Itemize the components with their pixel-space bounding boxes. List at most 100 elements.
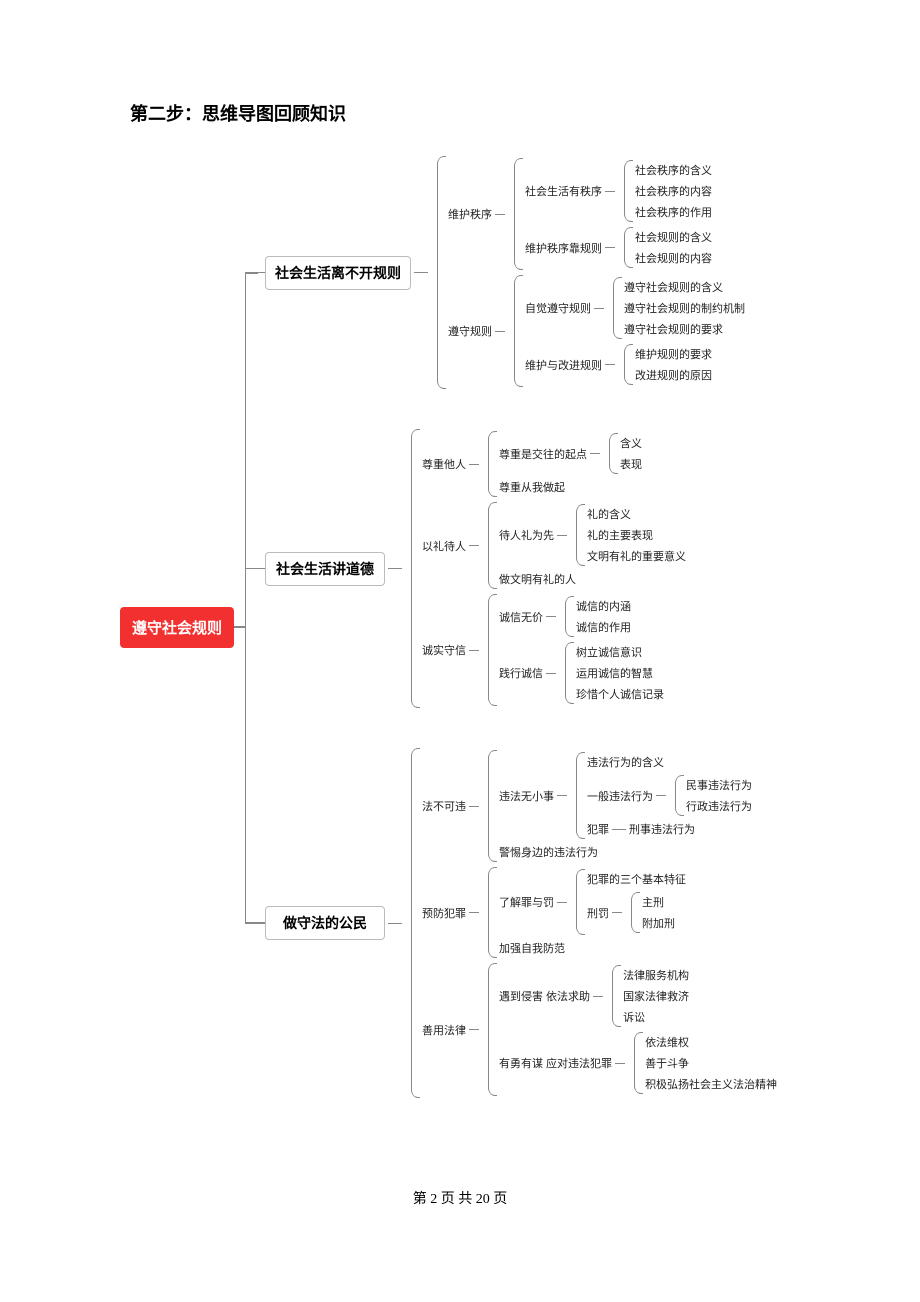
mindmap-node: 善于斗争 bbox=[645, 1055, 777, 1071]
node-label: 诉讼 bbox=[623, 1009, 645, 1025]
mindmap-node: 民事违法行为 bbox=[686, 777, 752, 793]
footer-text: 第 2 页 共 20 页 bbox=[413, 1192, 508, 1207]
mindmap-node: 社会秩序的内容 bbox=[635, 183, 712, 199]
mindmap-node: 尊重从我做起 bbox=[499, 479, 642, 495]
mindmap-node: 善用法律 遇到侵害 依法求助法律服务机构国家法律救济诉讼有勇有谋 应对违法犯罪 依法… bbox=[422, 963, 777, 1096]
mindmap-node: 诚信的内涵 bbox=[576, 598, 631, 614]
node-label: 主刑 bbox=[642, 894, 664, 910]
mindmap-node: 犯罪 刑事违法行为 bbox=[587, 821, 752, 837]
mindmap-branch: 社会生活讲道德尊重他人尊重是交往的起点含义表现尊重从我做起以礼待人待人礼为先礼的… bbox=[265, 429, 820, 708]
mindmap-node: 维护秩序靠规则社会规则的含义社会规则的内容 bbox=[525, 227, 712, 268]
mindmap-node: 维护规则的要求 bbox=[635, 346, 712, 362]
node-label: 运用诚信的智慧 bbox=[576, 665, 653, 681]
mindmap-node: 犯罪的三个基本特征 bbox=[587, 871, 686, 887]
page-footer: 第 2 页 共 20 页 bbox=[130, 1188, 790, 1208]
bracket-group: 维护秩序社会生活有秩序社会秩序的含义社会秩序的内容社会秩序的作用维护秩序靠规则社… bbox=[437, 156, 745, 389]
bracket-group: 犯罪的三个基本特征刑罚 主刑附加刑 bbox=[576, 869, 686, 935]
node-label: 尊重他人 bbox=[422, 456, 466, 472]
mindmap-branch: 社会生活离不开规则维护秩序社会生活有秩序社会秩序的含义社会秩序的内容社会秩序的作… bbox=[265, 156, 820, 389]
document-page: 第二步：思维导图回顾知识 遵守社会规则 社会生活离不开规则维护秩序社会生活有秩序… bbox=[0, 0, 920, 1268]
mindmap: 遵守社会规则 社会生活离不开规则维护秩序社会生活有秩序社会秩序的含义社会秩序的内… bbox=[120, 156, 820, 1098]
mindmap-node: 社会生活有秩序社会秩序的含义社会秩序的内容社会秩序的作用 bbox=[525, 160, 712, 222]
node-label: 民事违法行为 bbox=[686, 777, 752, 793]
mindmap-node: 依法维权 bbox=[645, 1034, 777, 1050]
node-label: 维护规则的要求 bbox=[635, 346, 712, 362]
mindmap-branches: 社会生活离不开规则维护秩序社会生活有秩序社会秩序的含义社会秩序的内容社会秩序的作… bbox=[265, 156, 820, 1098]
bracket-group: 尊重他人尊重是交往的起点含义表现尊重从我做起以礼待人待人礼为先礼的含义礼的主要表… bbox=[411, 429, 686, 708]
node-label: 遵守社会规则的含义 bbox=[624, 279, 723, 295]
node-label: 违法无小事 bbox=[499, 788, 554, 804]
node-label: 有勇有谋 应对违法犯罪 bbox=[499, 1055, 612, 1071]
bracket-group: 了解罪与罚犯罪的三个基本特征刑罚主刑附加刑加强自我防范 bbox=[488, 867, 686, 958]
node-label: 警惕身边的违法行为 bbox=[499, 844, 598, 860]
node-label: 诚信无价 bbox=[499, 609, 543, 625]
mindmap-node: 社会秩序的作用 bbox=[635, 204, 712, 220]
node-label: 诚信的作用 bbox=[576, 619, 631, 635]
mindmap-node: 社会秩序的含义 bbox=[635, 162, 712, 178]
node-label: 遵守社会规则的制约机制 bbox=[624, 300, 745, 316]
bracket-group: 社会秩序的含义社会秩序的内容社会秩序的作用 bbox=[624, 160, 712, 222]
node-label: 改进规则的原因 bbox=[635, 367, 712, 383]
mindmap-node: 待人礼为先礼的含义礼的主要表现文明有礼的重要意义 bbox=[499, 504, 686, 566]
node-label: 待人礼为先 bbox=[499, 527, 554, 543]
mindmap-node: 礼的主要表现 bbox=[587, 527, 686, 543]
bracket-group: 待人礼为先礼的含义礼的主要表现文明有礼的重要意义做文明有礼的人 bbox=[488, 502, 686, 589]
mindmap-node: 主刑 bbox=[642, 894, 675, 910]
node-label: 违法行为的含义 bbox=[587, 754, 664, 770]
bracket-group: 法律服务机构国家法律救济诉讼 bbox=[612, 965, 689, 1027]
bracket-group: 树立诚信意识运用诚信的智慧珍惜个人诚信记录 bbox=[565, 642, 664, 704]
node-label: 诚信的内涵 bbox=[576, 598, 631, 614]
mindmap-node: 法律服务机构 bbox=[623, 967, 689, 983]
mindmap-node: 遇到侵害 依法求助法律服务机构国家法律救济诉讼 bbox=[499, 965, 777, 1027]
bracket-group: 礼的含义礼的主要表现文明有礼的重要意义 bbox=[576, 504, 686, 566]
node-label: 加强自我防范 bbox=[499, 940, 565, 956]
node-label: 维护秩序靠规则 bbox=[525, 240, 602, 256]
node-label: 文明有礼的重要意义 bbox=[587, 548, 686, 564]
mindmap-node: 遵守社会规则的含义 bbox=[624, 279, 745, 295]
mindmap-node: 做文明有礼的人 bbox=[499, 571, 686, 587]
node-label: 善于斗争 bbox=[645, 1055, 689, 1071]
node-label: 维护与改进规则 bbox=[525, 357, 602, 373]
bracket-group: 诚信无价诚信的内涵诚信的作用践行诚信树立诚信意识运用诚信的智慧珍惜个人诚信记录 bbox=[488, 594, 664, 706]
node-label: 犯罪 bbox=[587, 821, 609, 837]
mindmap-node: 诚信无价 诚信的内涵诚信的作用 bbox=[499, 596, 664, 637]
mindmap-node: 行政违法行为 bbox=[686, 798, 752, 814]
node-label: 社会秩序的作用 bbox=[635, 204, 712, 220]
mindmap-node: 树立诚信意识 bbox=[576, 644, 664, 660]
node-label: 国家法律救济 bbox=[623, 988, 689, 1004]
mindmap-node: 遵守社会规则的制约机制 bbox=[624, 300, 745, 316]
node-label: 刑事违法行为 bbox=[629, 821, 695, 837]
node-label: 善用法律 bbox=[422, 1022, 466, 1038]
bracket-group: 诚信的内涵诚信的作用 bbox=[565, 596, 631, 637]
mindmap-node: 维护秩序社会生活有秩序社会秩序的含义社会秩序的内容社会秩序的作用维护秩序靠规则社… bbox=[448, 158, 745, 270]
mindmap-node: 运用诚信的智慧 bbox=[576, 665, 664, 681]
node-label: 树立诚信意识 bbox=[576, 644, 642, 660]
node-label: 积极弘扬社会主义法治精神 bbox=[645, 1076, 777, 1092]
bracket-group: 违法无小事违法行为的含义一般违法行为民事违法行为行政违法行为犯罪刑事违法行为警惕… bbox=[488, 750, 752, 862]
mindmap-node: 预防犯罪了解罪与罚犯罪的三个基本特征刑罚主刑附加刑加强自我防范 bbox=[422, 867, 777, 958]
node-label: 自觉遵守规则 bbox=[525, 300, 591, 316]
mindmap-node: 附加刑 bbox=[642, 915, 675, 931]
branch-box: 做守法的公民 bbox=[265, 906, 385, 940]
mindmap-node: 违法无小事违法行为的含义一般违法行为民事违法行为行政违法行为犯罪刑事违法行为 bbox=[499, 752, 752, 839]
mindmap-node: 刑罚 主刑附加刑 bbox=[587, 892, 686, 933]
mindmap-node: 积极弘扬社会主义法治精神 bbox=[645, 1076, 777, 1092]
node-label: 表现 bbox=[620, 456, 642, 472]
mindmap-node: 遵守社会规则的要求 bbox=[624, 321, 745, 337]
mindmap-node: 法不可违违法无小事违法行为的含义一般违法行为民事违法行为行政违法行为犯罪刑事违法… bbox=[422, 750, 777, 862]
node-label: 礼的主要表现 bbox=[587, 527, 653, 543]
mindmap-node: 自觉遵守规则 遵守社会规则的含义遵守社会规则的制约机制遵守社会规则的要求 bbox=[525, 277, 745, 339]
node-label: 珍惜个人诚信记录 bbox=[576, 686, 664, 702]
node-label: 法不可违 bbox=[422, 798, 466, 814]
mindmap-node: 了解罪与罚犯罪的三个基本特征刑罚主刑附加刑 bbox=[499, 869, 686, 935]
node-label: 刑罚 bbox=[587, 905, 609, 921]
node-label: 遵守规则 bbox=[448, 323, 492, 339]
bracket-group: 遇到侵害 依法求助法律服务机构国家法律救济诉讼有勇有谋 应对违法犯罪 依法维权善于… bbox=[488, 963, 777, 1096]
mindmap-node: 社会规则的内容 bbox=[635, 250, 712, 266]
mindmap-node: 诉讼 bbox=[623, 1009, 689, 1025]
bracket-group: 含义表现 bbox=[609, 433, 642, 474]
node-label: 附加刑 bbox=[642, 915, 675, 931]
bracket-group: 主刑附加刑 bbox=[631, 892, 675, 933]
node-label: 预防犯罪 bbox=[422, 905, 466, 921]
mindmap-node: 改进规则的原因 bbox=[635, 367, 712, 383]
